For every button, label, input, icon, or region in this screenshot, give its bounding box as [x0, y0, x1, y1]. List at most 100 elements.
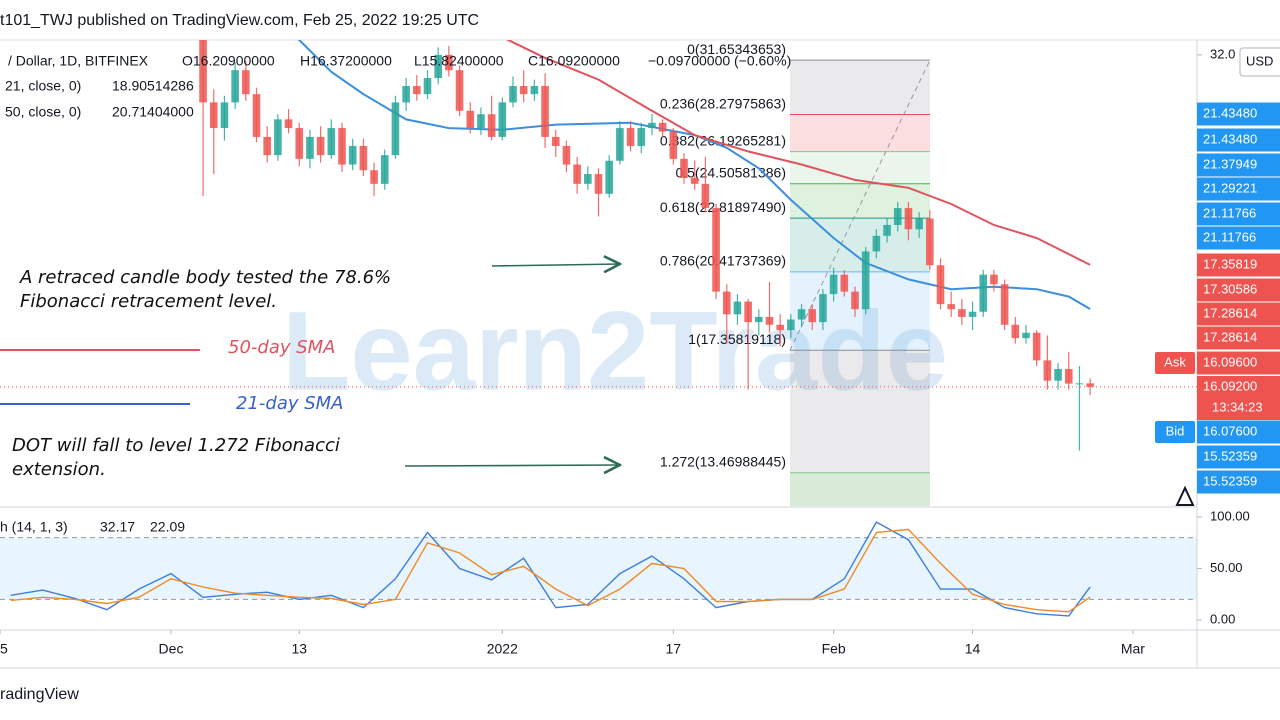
candle-body [348, 145, 357, 165]
price-tag-label: 21.37949 [1203, 156, 1257, 171]
candle-body [958, 309, 966, 317]
price-tag-label: 21.11766 [1203, 229, 1256, 244]
candle-body [370, 170, 378, 184]
candle-body [1054, 368, 1062, 381]
fib-label: 0(31.65343653) [687, 41, 786, 57]
y2-tick-label: 50.00 [1210, 560, 1243, 575]
candle-body [1000, 284, 1009, 325]
candle-body [861, 251, 870, 310]
candle-body [669, 131, 678, 159]
currency: USD [1246, 53, 1273, 68]
annotation: Fibonacci retracement level. [20, 291, 277, 312]
candle-body [1086, 383, 1094, 387]
candle-body [765, 316, 774, 325]
legend-change: −0.09700000 (−0.60%) [648, 53, 791, 69]
price-tag [1197, 153, 1280, 177]
price-tag-label: 21.11766 [1203, 205, 1256, 220]
candle-body [455, 70, 464, 111]
stoch-pane [0, 521, 1197, 617]
candle-body [594, 174, 603, 194]
candle-body [1011, 324, 1020, 339]
stoch-band [0, 537, 1197, 600]
price-tag [1197, 177, 1280, 201]
candle-body [562, 145, 571, 165]
sma-legend-name: 50, close, 0) [5, 104, 81, 120]
price-tag-label: 16.09600 [1203, 354, 1257, 369]
candle-body [819, 294, 827, 323]
candle-body [519, 86, 528, 95]
price-tag [1197, 376, 1280, 420]
x-tick-label: 17 [666, 641, 682, 657]
candle-body [380, 155, 389, 184]
candle-body [1064, 368, 1073, 384]
price-tag [1197, 253, 1280, 277]
candle-body [872, 235, 881, 252]
sma-legend-name: 21, close, 0) [5, 78, 81, 94]
candle-body [755, 316, 763, 323]
price-tag-label: 17.28614 [1203, 329, 1257, 344]
price-tag [1197, 420, 1280, 444]
candle-body [252, 94, 261, 137]
candle-body [680, 158, 688, 178]
x-tick-label: Mar [1121, 641, 1145, 657]
candle-body [829, 274, 838, 295]
candle-body [284, 119, 293, 129]
bid-box [1155, 421, 1195, 443]
overlay: A retraced candle body tested the 78.6% … [0, 46, 1280, 657]
header-title: t101_TWJ published on TradingView.com, F… [0, 12, 479, 29]
annotation: 50-day SMA [228, 337, 336, 358]
candle-body [541, 86, 549, 137]
price-tag [1197, 128, 1280, 152]
x-tick-label: 13 [291, 641, 307, 657]
sma-legend-value: 20.71404000 [112, 104, 194, 120]
ask-box [1155, 352, 1195, 374]
fib-label: 0.618(22.81897490) [660, 199, 786, 215]
annotation: extension. [12, 459, 106, 480]
price-tag [1197, 102, 1280, 126]
candle-body [1032, 332, 1041, 361]
candle-body [701, 183, 710, 209]
candle-body [338, 128, 346, 165]
fib-zone [790, 114, 930, 152]
candle-body [306, 136, 314, 159]
annotation: A retraced candle body tested the 78.6% [19, 267, 391, 288]
price-tag-label: 17.30586 [1203, 281, 1257, 296]
legend-open: O16.20900000 [182, 53, 275, 69]
fib-zone [790, 472, 930, 506]
price-tag [1197, 226, 1280, 250]
arrow [404, 465, 620, 466]
x-tick-label: 14 [965, 641, 981, 657]
candle-body [1022, 332, 1030, 339]
countdown: 13:34:23 [1212, 399, 1263, 414]
ask-label: Ask [1164, 354, 1186, 369]
x-tick-label: Feb [822, 641, 846, 657]
candle-body [391, 102, 400, 156]
arrow [491, 264, 620, 266]
candle-body [199, 40, 207, 103]
bid-label: Bid [1166, 423, 1185, 438]
candle-body [605, 160, 613, 194]
candle-body [797, 309, 806, 320]
fib-label: 0.382(26.19265281) [660, 132, 786, 148]
candle-body [434, 54, 442, 79]
fib-label: 1(17.35819118) [688, 331, 786, 347]
candle-body [840, 274, 849, 292]
candle-body [274, 119, 282, 156]
price-tag [1197, 278, 1280, 302]
price-tag-label: 17.28614 [1203, 305, 1257, 320]
x-tick-label: 15 [0, 641, 8, 657]
candle-body [498, 102, 507, 137]
price-tag-label: 21.29221 [1203, 180, 1257, 195]
legend-high: H16.37200000 [300, 53, 392, 69]
fib-zone [790, 60, 930, 115]
candle-body [327, 128, 336, 156]
legend-symbol: / Dollar, 1D, BITFINEX [8, 53, 149, 69]
annotation: DOT will fall to level 1.272 Fibonacci [12, 435, 340, 456]
candle-body [776, 324, 784, 331]
candle-body [990, 274, 998, 285]
candle-body [209, 102, 218, 129]
candle-body [787, 319, 795, 331]
price-tag [1197, 302, 1280, 326]
candle-body [466, 110, 475, 129]
